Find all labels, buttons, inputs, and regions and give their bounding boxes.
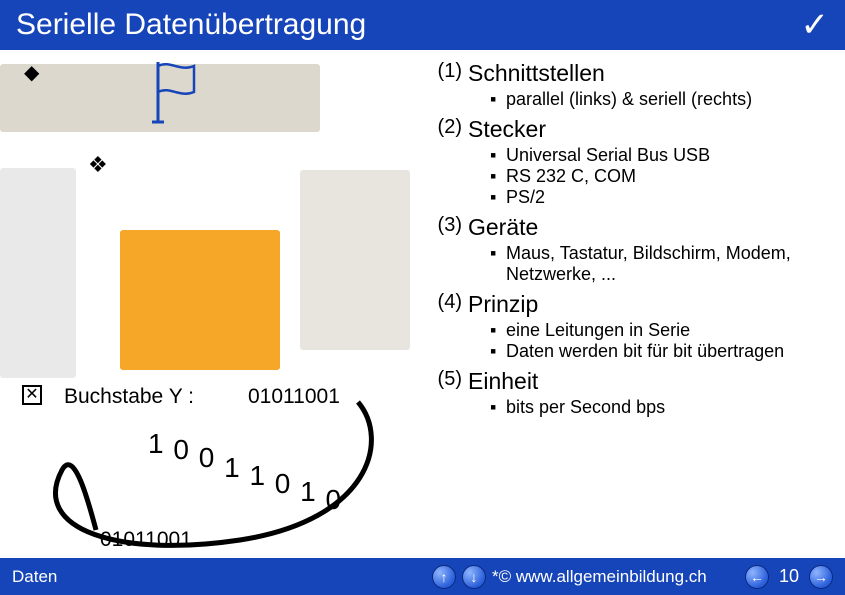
outline-subitem-text: Universal Serial Bus USB [506, 145, 710, 166]
square-bullet-icon: ▪ [490, 145, 506, 166]
outline-heading: Einheit [468, 368, 538, 395]
square-bullet-icon: ▪ [490, 89, 506, 110]
outline-list: (1)Schnittstellen▪parallel (links) & ser… [426, 60, 835, 418]
cable-curve [40, 400, 400, 560]
header: Serielle Datenübertragung ✓ [0, 0, 845, 50]
wave-d5: 0 [275, 468, 292, 500]
outline-head-row: (3)Geräte [426, 214, 835, 241]
outline-block: (3)Geräte▪Maus, Tastatur, Bildschirm, Mo… [426, 214, 835, 285]
wave-d2: 0 [199, 442, 216, 474]
outline-subitem: ▪Daten werden bit für bit übertragen [490, 341, 835, 362]
square-bullet-icon: ▪ [490, 166, 506, 187]
outline-block: (2)Stecker▪Universal Serial Bus USB▪RS 2… [426, 116, 835, 208]
outline-heading: Schnittstellen [468, 60, 605, 87]
usb-cable-image [0, 168, 76, 378]
binary-bottom: 01011001 [100, 528, 192, 552]
outline-head-row: (5)Einheit [426, 368, 835, 395]
outline-subitem: ▪eine Leitungen in Serie [490, 320, 835, 341]
square-bullet-icon: ▪ [490, 320, 506, 341]
outline-head-row: (4)Prinzip [426, 291, 835, 318]
outline-subitem-text: Daten werden bit für bit übertragen [506, 341, 784, 362]
ps2-cable-image [300, 170, 410, 350]
outline-subitem: ▪bits per Second bps [490, 397, 835, 418]
page-number: 10 [775, 566, 803, 587]
outline-subitem-text: parallel (links) & seriell (rechts) [506, 89, 752, 110]
outline-number: (5) [426, 368, 468, 395]
outline-block: (1)Schnittstellen▪parallel (links) & ser… [426, 60, 835, 110]
wave-d7: 0 [326, 484, 343, 516]
outline-subitem-text: RS 232 C, COM [506, 166, 636, 187]
nav-up-button[interactable]: ↑ [432, 565, 456, 589]
footer-credit: *© www.allgemeinbildung.ch [492, 567, 707, 587]
nav-next-button[interactable]: → [809, 565, 833, 589]
footer-mid: ↑ ↓ *© www.allgemeinbildung.ch [432, 565, 745, 589]
footer: Daten ↑ ↓ *© www.allgemeinbildung.ch ← 1… [0, 558, 845, 595]
wave-digits: 1 0 0 1 1 0 1 0 [148, 428, 342, 460]
outline-subitem-text: Maus, Tastatur, Bildschirm, Modem, Netzw… [506, 243, 835, 285]
nav-prev-button[interactable]: ← [745, 565, 769, 589]
footer-right: ← 10 → [745, 565, 833, 589]
right-pane: (1)Schnittstellen▪parallel (links) & ser… [420, 50, 845, 558]
outline-number: (1) [426, 60, 468, 87]
outline-subitem: ▪Universal Serial Bus USB [490, 145, 835, 166]
outline-subitem: ▪Maus, Tastatur, Bildschirm, Modem, Netz… [490, 243, 835, 285]
wave-d6: 1 [300, 476, 317, 508]
outline-number: (2) [426, 116, 468, 143]
check-icon: ✓ [801, 5, 830, 45]
wave-d3: 1 [224, 452, 241, 484]
square-bullet-icon: ▪ [490, 187, 506, 208]
outline-subitem: ▪PS/2 [490, 187, 835, 208]
clover-bullet-icon: ❖ [88, 152, 108, 178]
nav-down-button[interactable]: ↓ [462, 565, 486, 589]
serial-connector-image [120, 230, 280, 370]
outline-head-row: (1)Schnittstellen [426, 60, 835, 87]
page-title: Serielle Datenübertragung [16, 8, 366, 42]
outline-subitem: ▪parallel (links) & seriell (rechts) [490, 89, 835, 110]
outline-subitem-text: bits per Second bps [506, 397, 665, 418]
outline-block: (4)Prinzip▪eine Leitungen in Serie▪Daten… [426, 291, 835, 362]
outline-number: (4) [426, 291, 468, 318]
outline-heading: Stecker [468, 116, 546, 143]
x-glyph: ✕ [25, 387, 38, 403]
wave-d1: 0 [173, 434, 190, 466]
content: ◆ ❖ ✕ Buchstabe Y : 01011001 1 0 0 1 1 0… [0, 50, 845, 558]
footer-section-label: Daten [12, 567, 432, 587]
outline-heading: Geräte [468, 214, 538, 241]
outline-subitem: ▪RS 232 C, COM [490, 166, 835, 187]
outline-number: (3) [426, 214, 468, 241]
left-pane: ◆ ❖ ✕ Buchstabe Y : 01011001 1 0 0 1 1 0… [0, 50, 420, 558]
wave-d4: 1 [249, 460, 266, 492]
box-x-icon: ✕ [22, 385, 42, 405]
outline-head-row: (2)Stecker [426, 116, 835, 143]
outline-subitem-text: eine Leitungen in Serie [506, 320, 690, 341]
flag-icon [150, 58, 200, 124]
outline-heading: Prinzip [468, 291, 538, 318]
square-bullet-icon: ▪ [490, 341, 506, 362]
square-bullet-icon: ▪ [490, 243, 506, 285]
square-bullet-icon: ▪ [490, 397, 506, 418]
diamond-bullet-icon: ◆ [24, 60, 39, 85]
outline-block: (5)Einheit▪bits per Second bps [426, 368, 835, 418]
outline-subitem-text: PS/2 [506, 187, 545, 208]
wave-d0: 1 [148, 428, 165, 460]
